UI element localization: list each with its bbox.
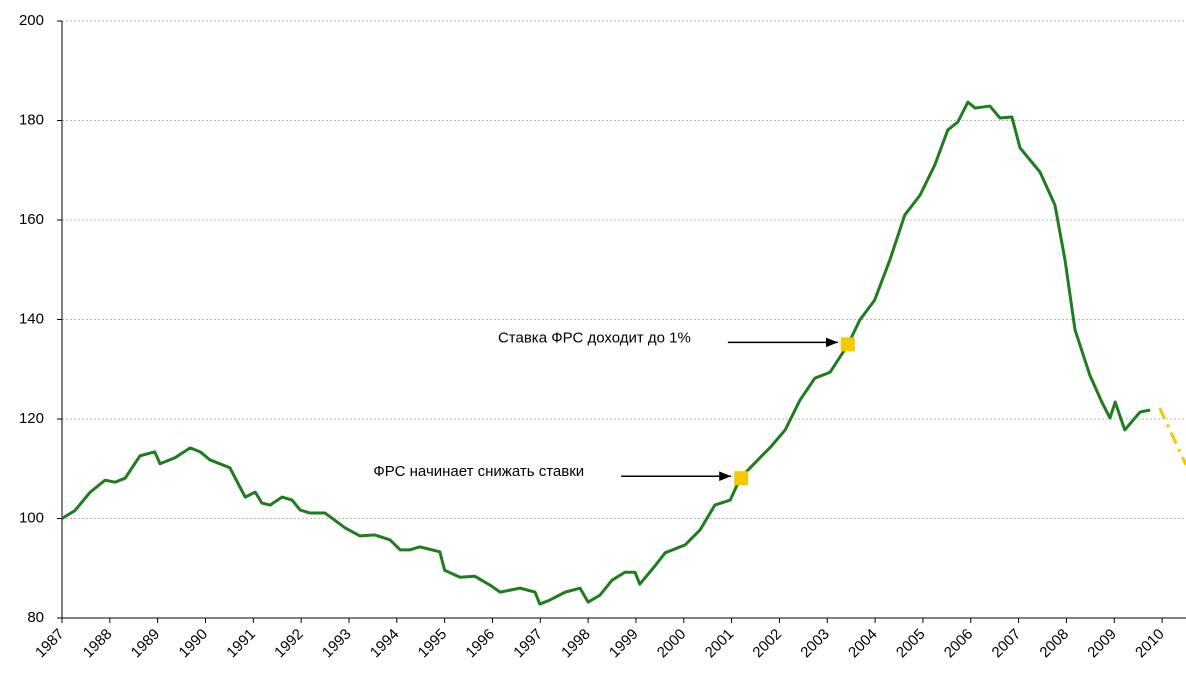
x-tick-label: 1988 (80, 626, 116, 662)
annotation: Ставка ФРС доходит до 1% (498, 329, 691, 346)
x-tick-label: 1995 (415, 626, 451, 662)
x-tick-label: 1996 (462, 626, 498, 662)
y-tick-label: 180 (19, 111, 44, 128)
y-tick-label: 160 (19, 211, 44, 228)
x-tick-label: 2003 (797, 626, 833, 662)
marker (734, 471, 749, 486)
x-tick-label: 2010 (1132, 626, 1168, 662)
x-tick-label: 1999 (606, 626, 642, 662)
x-tick-label: 1997 (510, 626, 546, 662)
x-tick-label: 1991 (223, 626, 259, 662)
marker (840, 337, 855, 352)
x-tick-label: 2001 (702, 626, 738, 662)
x-tick-label: 1993 (319, 626, 355, 662)
data-line (61, 100, 1151, 606)
x-tick-label: 1992 (271, 626, 307, 662)
x-tick-label: 2004 (845, 626, 881, 662)
y-tick-label: 200 (19, 12, 44, 29)
x-tick-label: 2006 (941, 626, 977, 662)
x-tick-label: 1998 (558, 626, 594, 662)
x-tick-label: 2008 (1036, 626, 1072, 662)
data-line (1158, 407, 1186, 466)
y-tick-label: 80 (27, 609, 44, 626)
y-tick-label: 140 (19, 310, 44, 327)
x-tick-label: 1990 (176, 626, 212, 662)
x-tick-label: 1989 (128, 626, 164, 662)
y-tick-label: 120 (19, 410, 44, 427)
annotation: ФРС начинает снижать ставки (373, 463, 584, 480)
x-tick-label: 2009 (1084, 626, 1120, 662)
y-tick-label: 100 (19, 509, 44, 526)
x-tick-label: 1987 (32, 626, 68, 662)
x-tick-label: 2007 (989, 626, 1025, 662)
x-tick-label: 2005 (893, 626, 929, 662)
x-tick-label: 2000 (654, 626, 690, 662)
x-tick-label: 2002 (749, 626, 785, 662)
x-tick-label: 1994 (367, 626, 403, 662)
